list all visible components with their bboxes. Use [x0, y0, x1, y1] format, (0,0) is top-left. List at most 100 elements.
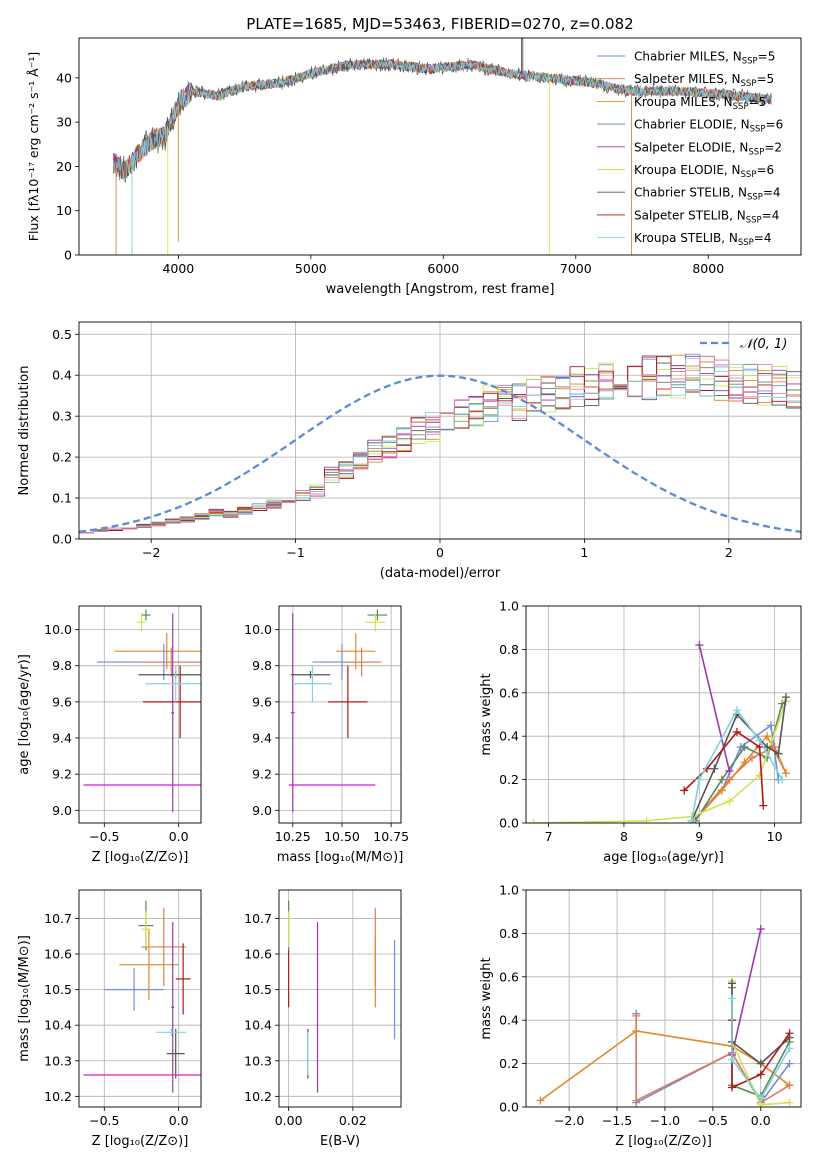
weight-marker: [695, 775, 704, 784]
legend-label-sub: SSP: [738, 238, 754, 248]
y-tick-label: 10.0: [44, 622, 72, 637]
weight-marker: [717, 786, 726, 795]
weight-marker: [785, 1029, 794, 1038]
legend-label: 𝒩(0, 1): [740, 337, 787, 352]
spectrum-line: [113, 59, 772, 182]
y-tick-label: 0.8: [499, 642, 519, 657]
x-tick-label: 4000: [162, 261, 194, 276]
y-tick-label: 10.6: [244, 947, 272, 962]
weight-marker: [785, 1059, 794, 1068]
y-tick-label: 10.5: [44, 982, 72, 997]
weight-marker: [740, 743, 749, 752]
figure-title: PLATE=1685, MJD=53463, FIBERID=0270, z=0…: [246, 15, 633, 33]
y-tick-label: 9.4: [52, 731, 72, 746]
weight-marker: [756, 1070, 765, 1079]
axes-frame: [525, 889, 802, 1108]
x-axis-label: E(B-V): [320, 1134, 360, 1149]
weight-marker: [756, 1059, 765, 1068]
legend-label: Salpeter MILES, NSSP=5: [634, 72, 774, 89]
x-tick-label: 9: [695, 829, 703, 844]
y-tick-label: 9.4: [252, 731, 272, 746]
y-axis-label: age [log₁₀(age/yr)]: [17, 654, 32, 775]
weight-marker: [695, 641, 704, 650]
legend-label-sub: SSP: [747, 193, 763, 203]
x-tick-label: −0.5: [89, 829, 119, 844]
weight-marker: [717, 775, 726, 784]
y-tick-label: 10.3: [44, 1053, 72, 1068]
spectrum-lines: [113, 38, 772, 255]
normal-curve: [79, 374, 801, 533]
legend-label-main: Chabrier STELIB, N: [634, 186, 747, 200]
x-axis-label: Z [log₁₀(Z/Z⊙)]: [92, 850, 189, 865]
x-tick-label: 1: [580, 545, 588, 560]
legend-label: Chabrier ELODIE, NSSP=6: [634, 118, 783, 135]
x-tick-label: 10.75: [373, 829, 409, 844]
legend-label-main: Salpeter STELIB, N: [634, 208, 746, 222]
mass-vs-Z-panel: −0.5 0.0 10.2 10.3 10.4 10.5 10.6 10.7 Z [log₁₀(…: [17, 889, 202, 1149]
axes-frame: [78, 605, 202, 824]
x-tick-label: 6000: [427, 261, 459, 276]
x-axis-label: Z [log₁₀(Z/Z⊙)]: [615, 1134, 712, 1149]
histogram-steps: [79, 353, 801, 534]
y-tick-label: 0.1: [52, 491, 72, 506]
y-tick-label: 9.0: [52, 803, 72, 818]
legend-label-sub: SSP: [750, 125, 766, 135]
y-tick-label: 1.0: [499, 883, 519, 898]
axes-frame: [78, 889, 202, 1108]
weight-lines: [536, 925, 794, 1107]
histogram-step: [79, 356, 801, 534]
y-tick-label: 0.6: [499, 685, 519, 700]
legend-label: Kroupa ELODIE, NSSP=6: [634, 163, 774, 180]
x-tick-label: 0: [436, 545, 444, 560]
x-tick-label: −2.0: [554, 1113, 584, 1128]
legend-label-sub: SSP: [741, 170, 757, 180]
y-tick-label: 10.7: [44, 911, 72, 926]
histogram-step: [79, 356, 801, 534]
weight-marker: [740, 758, 749, 767]
y-axis-label: mass weight: [479, 957, 494, 1039]
y-tick-label: 9.8: [252, 658, 272, 673]
legend-label: Kroupa STELIB, NSSP=4: [634, 231, 772, 248]
x-tick-label: 8000: [692, 261, 724, 276]
y-axis-label: mass [log₁₀(M/M⊙)]: [17, 935, 32, 1062]
axes-frame: [525, 605, 802, 824]
legend-label: Chabrier STELIB, NSSP=4: [634, 186, 781, 203]
histogram-step: [79, 355, 801, 534]
weight-marker: [710, 764, 719, 773]
massweight-vs-age-panel: 7 8 9 10 0.0 0.2 0.4 0.6 0.8 1.0 age [log₁₀(age/yr…: [479, 599, 802, 865]
weight-marker: [763, 732, 772, 741]
weight-marker: [755, 771, 764, 780]
y-tick-label: 0.0: [52, 532, 72, 547]
y-tick-label: 0.4: [499, 729, 519, 744]
weight-line: [698, 644, 731, 772]
weight-marker: [728, 1083, 737, 1092]
x-tick-label: −1.5: [602, 1113, 632, 1128]
y-tick-label: 1.0: [499, 599, 519, 614]
y-tick-label: 0.2: [499, 1056, 519, 1071]
x-tick-label: 0.00: [275, 1113, 303, 1128]
weight-line: [731, 928, 762, 1056]
massweight-vs-Z-panel: −2.0 −1.5 −1.0 −0.5 0.0 0.0 0.2 0.4 0.6 0.8 1.0 Z […: [479, 883, 802, 1149]
weight-marker: [781, 693, 790, 702]
histogram-step: [79, 362, 801, 534]
weight-marker: [732, 706, 741, 715]
y-tick-label: 10.6: [44, 947, 72, 962]
y-tick-label: 0.3: [52, 409, 72, 424]
y-tick-label: 10.2: [44, 1089, 72, 1104]
y-tick-label: 9.2: [252, 767, 272, 782]
x-axis-label: wavelength [Angstrom, rest frame]: [326, 282, 555, 297]
weight-marker: [728, 994, 737, 1003]
x-axis-label: mass [log₁₀(M/M⊙)]: [277, 850, 404, 865]
weight-marker: [781, 769, 790, 778]
residuals-panel: −2 −1 0 1 2 0.0 0.1 0.2 0.3 0.4 0.5 (data-model)/er…: [17, 321, 802, 581]
weight-marker: [774, 749, 783, 758]
y-tick-label: 10.4: [244, 1018, 272, 1033]
errorbars: [83, 900, 201, 1093]
x-axis-label: (data-model)/error: [380, 566, 501, 581]
legend-label-main: Kroupa ELODIE, N: [634, 163, 741, 177]
legend-label-sub: SSP: [746, 215, 762, 225]
y-tick-label: 0.2: [499, 772, 519, 787]
weight-marker: [642, 816, 651, 823]
